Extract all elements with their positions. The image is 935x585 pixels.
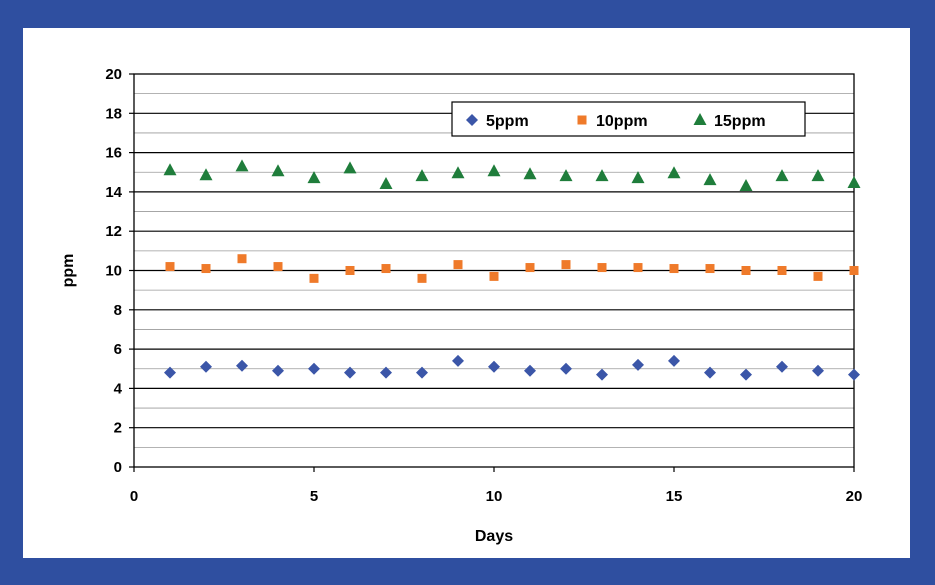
legend-label-10ppm: 10ppm bbox=[596, 113, 648, 130]
data-point-5ppm bbox=[596, 368, 608, 381]
data-point-10ppm bbox=[309, 273, 319, 283]
data-point-5ppm bbox=[848, 368, 860, 381]
legend-marker-5ppm bbox=[466, 114, 478, 126]
data-point-10ppm bbox=[741, 266, 751, 275]
data-point-5ppm bbox=[236, 359, 248, 372]
data-point-10ppm bbox=[165, 262, 175, 272]
data-point-5ppm bbox=[524, 364, 536, 377]
data-point-5ppm bbox=[632, 358, 644, 371]
y-tick-label: 2 bbox=[114, 420, 122, 437]
data-point-10ppm bbox=[489, 271, 499, 281]
data-point-5ppm bbox=[668, 354, 680, 367]
data-point-15ppm bbox=[307, 171, 321, 184]
data-point-15ppm bbox=[559, 169, 573, 182]
y-tick-label: 10 bbox=[105, 263, 122, 280]
y-tick-label: 6 bbox=[114, 341, 122, 358]
data-point-10ppm bbox=[849, 266, 859, 275]
data-point-15ppm bbox=[235, 159, 249, 172]
data-point-15ppm bbox=[163, 163, 177, 176]
data-point-5ppm bbox=[308, 362, 320, 375]
x-tick-label: 5 bbox=[310, 488, 318, 505]
data-point-15ppm bbox=[451, 166, 465, 179]
data-point-15ppm bbox=[739, 179, 753, 192]
y-tick-label: 0 bbox=[114, 459, 122, 476]
data-point-15ppm bbox=[667, 166, 681, 179]
data-point-10ppm bbox=[777, 266, 787, 275]
data-point-15ppm bbox=[703, 173, 717, 186]
data-point-5ppm bbox=[200, 360, 212, 373]
data-point-5ppm bbox=[560, 362, 572, 375]
data-point-10ppm bbox=[597, 263, 607, 273]
x-tick-label: 10 bbox=[486, 488, 503, 505]
data-point-5ppm bbox=[452, 354, 464, 367]
data-point-15ppm bbox=[811, 169, 825, 182]
legend-label-15ppm: 15ppm bbox=[714, 113, 766, 130]
chart-frame: 0 2 4 6 8 10 12 14 16 18 20 0 5 10 15 20 Days ppm 5ppm… bbox=[23, 28, 910, 558]
data-point-10ppm bbox=[561, 260, 571, 270]
y-tick-label: 14 bbox=[105, 184, 122, 201]
y-axis-title: ppm bbox=[60, 254, 77, 288]
data-point-10ppm bbox=[381, 264, 391, 274]
data-point-10ppm bbox=[705, 264, 715, 274]
scatter-chart: 0 2 4 6 8 10 12 14 16 18 20 0 5 10 15 20 Days ppm 5ppm… bbox=[60, 66, 863, 545]
data-point-5ppm bbox=[344, 366, 356, 379]
data-point-10ppm bbox=[273, 262, 283, 272]
data-point-10ppm bbox=[453, 260, 463, 270]
data-point-5ppm bbox=[380, 366, 392, 379]
data-point-15ppm bbox=[487, 164, 501, 177]
data-point-5ppm bbox=[812, 364, 824, 377]
data-point-10ppm bbox=[417, 273, 427, 283]
legend-box bbox=[451, 101, 806, 137]
y-tick-label: 12 bbox=[105, 223, 122, 240]
x-tick-label: 15 bbox=[666, 488, 683, 505]
data-point-15ppm bbox=[595, 169, 609, 182]
data-point-5ppm bbox=[416, 366, 428, 379]
y-tick-label: 8 bbox=[114, 302, 122, 319]
data-point-5ppm bbox=[776, 360, 788, 373]
data-point-15ppm bbox=[271, 164, 285, 177]
y-tick-label: 18 bbox=[105, 105, 122, 122]
data-point-5ppm bbox=[704, 366, 716, 379]
data-point-10ppm bbox=[669, 264, 679, 274]
data-point-5ppm bbox=[272, 364, 284, 377]
data-point-10ppm bbox=[633, 263, 643, 273]
data-point-15ppm bbox=[199, 168, 213, 181]
data-point-15ppm bbox=[379, 177, 393, 190]
x-axis-title: Days bbox=[475, 528, 513, 545]
data-point-10ppm bbox=[201, 264, 211, 274]
data-point-15ppm bbox=[847, 176, 861, 189]
data-point-15ppm bbox=[631, 171, 645, 184]
data-point-10ppm bbox=[525, 263, 535, 273]
data-point-10ppm bbox=[813, 271, 823, 281]
legend-marker-15ppm bbox=[693, 113, 707, 125]
legend: 5ppm 10ppm 15ppm bbox=[451, 101, 806, 137]
data-points bbox=[163, 159, 861, 381]
data-point-15ppm bbox=[343, 161, 357, 174]
y-tick-label: 20 bbox=[105, 66, 122, 83]
data-point-5ppm bbox=[740, 368, 752, 381]
data-point-5ppm bbox=[164, 366, 176, 379]
data-point-15ppm bbox=[523, 167, 537, 180]
data-point-15ppm bbox=[415, 169, 429, 182]
x-tick-label: 20 bbox=[846, 488, 863, 505]
x-tick-labels: 0 5 10 15 20 bbox=[130, 488, 863, 505]
data-point-10ppm bbox=[345, 266, 355, 275]
legend-label-5ppm: 5ppm bbox=[486, 113, 529, 130]
data-point-10ppm bbox=[237, 254, 247, 264]
y-tick-label: 4 bbox=[114, 380, 123, 397]
legend-marker-10ppm bbox=[577, 115, 587, 125]
data-point-15ppm bbox=[775, 169, 789, 182]
y-tick-labels: 0 2 4 6 8 10 12 14 16 18 20 bbox=[105, 66, 122, 476]
y-tick-label: 16 bbox=[105, 145, 122, 162]
x-tick-label: 0 bbox=[130, 488, 138, 505]
data-point-5ppm bbox=[488, 360, 500, 373]
